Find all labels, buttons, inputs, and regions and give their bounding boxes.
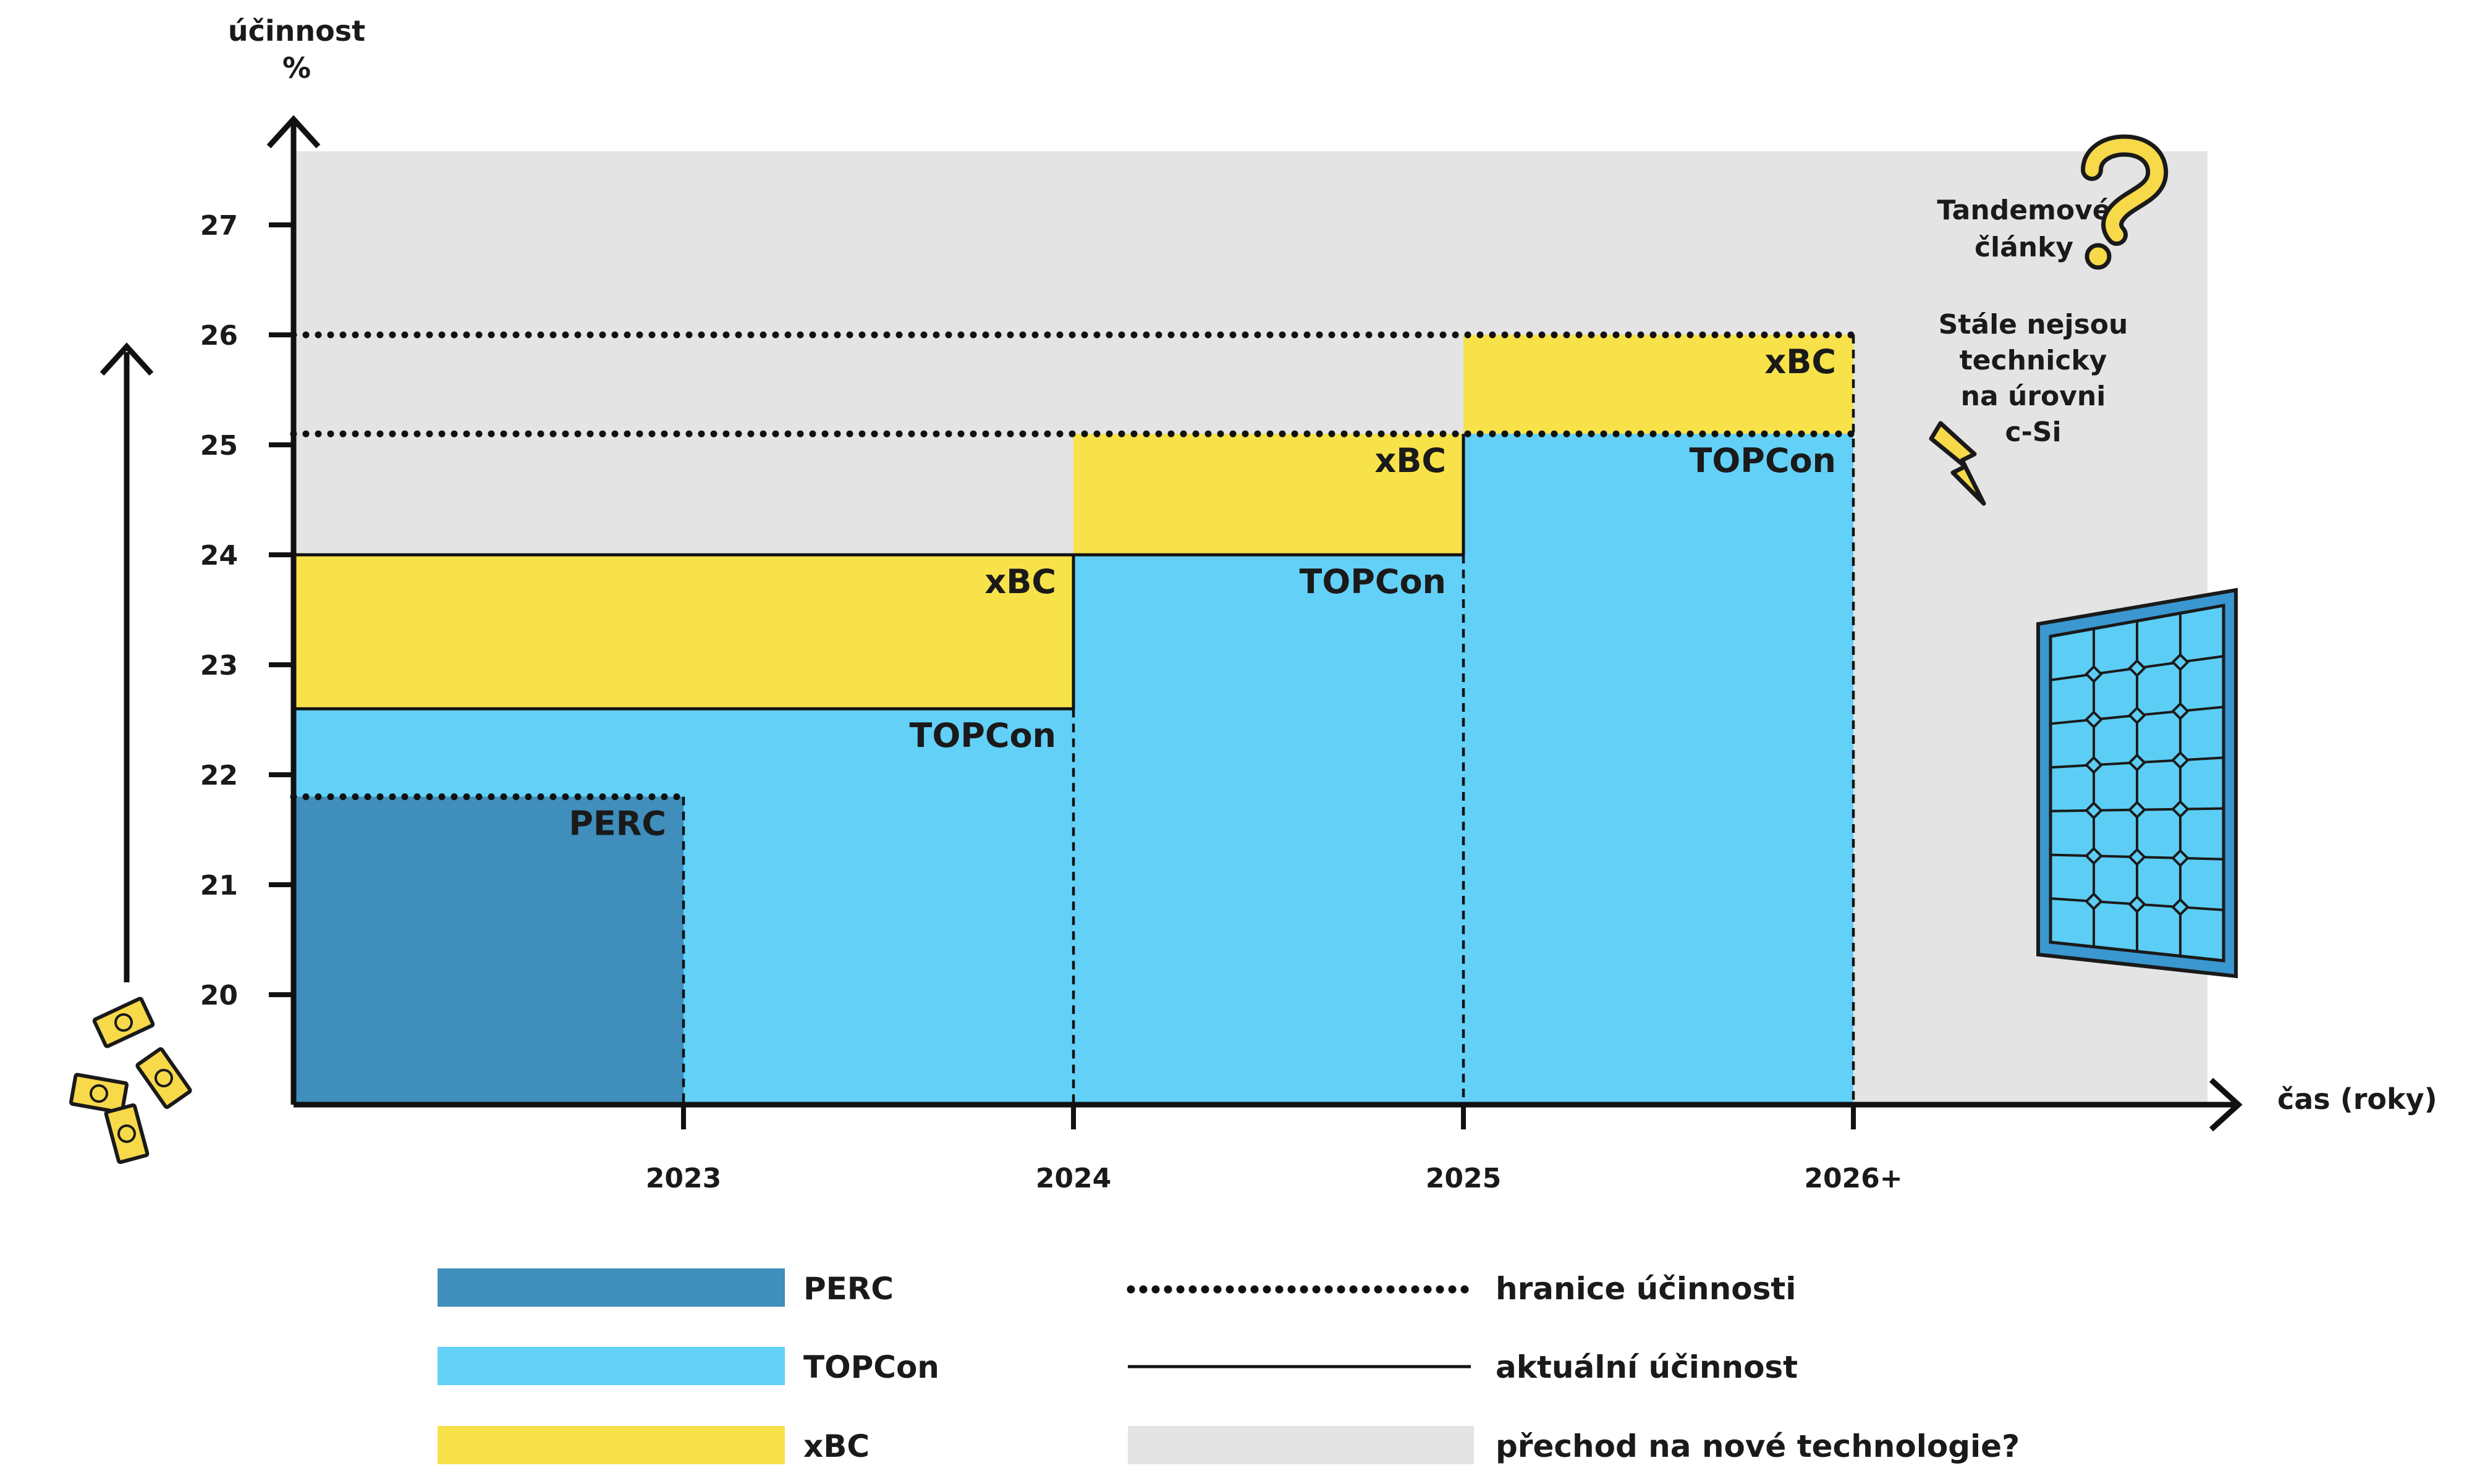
banknote-euro-mark bbox=[154, 1069, 173, 1087]
solar-panel-node bbox=[2085, 756, 2103, 775]
band-xbc-3 bbox=[1463, 335, 1853, 434]
not-ready-note-line: Stále nejsou bbox=[1939, 309, 2128, 340]
y-tick-label: 24 bbox=[200, 540, 238, 571]
banknote-body bbox=[104, 1103, 150, 1165]
band-topcon-2 bbox=[1073, 555, 1463, 1105]
y-tick-label: 21 bbox=[200, 870, 238, 901]
banknote-body bbox=[135, 1047, 192, 1109]
solar-panel-node bbox=[2085, 801, 2103, 820]
decorations-layer bbox=[69, 134, 2238, 1165]
band-perc-1 bbox=[294, 796, 684, 1105]
x-tick-label: 2025 bbox=[1426, 1163, 1501, 1194]
legend-label: aktuální účinnost bbox=[1496, 1349, 1798, 1385]
band-label-topcon: TOPCon bbox=[910, 716, 1057, 755]
y-axis-arrow-icon bbox=[266, 115, 321, 149]
cost-arrow-icon bbox=[99, 342, 154, 376]
axes-layer: 20 21 22 23 24 25 26 27 2023 2024 2025 2026+ účinnos… bbox=[200, 14, 2437, 1194]
x-tick-label: 2024 bbox=[1036, 1163, 1111, 1194]
solar-panel-node bbox=[2171, 652, 2190, 672]
band-label-perc: PERC bbox=[569, 804, 666, 843]
solar-panel-node bbox=[2085, 846, 2103, 866]
band-label-xbc: xBC bbox=[1764, 342, 1836, 381]
x-axis-label: čas (roky) bbox=[2277, 1082, 2437, 1116]
banknote-euro-mark bbox=[90, 1084, 108, 1103]
legend-label: PERC bbox=[803, 1271, 894, 1307]
solar-panel-node bbox=[2171, 799, 2190, 819]
lightning-icon bbox=[1929, 421, 1986, 506]
solar-panel-node bbox=[2085, 665, 2103, 683]
legend-label: přechod na nové technologie? bbox=[1496, 1428, 2020, 1464]
y-axis-label: účinnost bbox=[228, 14, 365, 48]
not-ready-note-line: c-Si bbox=[2005, 416, 2061, 448]
y-axis-unit: % bbox=[282, 51, 311, 85]
legend-swatch-topcon bbox=[438, 1347, 785, 1385]
solar-panel-node bbox=[2171, 702, 2190, 720]
y-tick-label: 26 bbox=[200, 320, 238, 352]
euro-banknote-icon bbox=[135, 1047, 192, 1109]
question-mark-icon bbox=[2081, 134, 2169, 270]
annotations-layer: Tandemové články Stále nejsou technicky na ú… bbox=[1937, 195, 2128, 448]
tandem-note-line: články bbox=[1975, 232, 2073, 263]
tandem-note-line: Tandemové bbox=[1937, 195, 2110, 226]
euro-banknote-icon bbox=[104, 1103, 150, 1165]
solar-panel-node bbox=[2128, 706, 2146, 725]
not-ready-note-line: technicky bbox=[1960, 345, 2107, 376]
band-xbc-2 bbox=[1073, 434, 1463, 555]
not-ready-note-line: na úrovni bbox=[1961, 381, 2106, 412]
question-mark-dot bbox=[2085, 243, 2112, 270]
legend-label: xBC bbox=[803, 1428, 870, 1464]
solar-panel-node bbox=[2085, 892, 2103, 911]
y-tick-label: 22 bbox=[200, 760, 238, 791]
band-topcon-3 bbox=[1463, 434, 1853, 1105]
question-mark-fill bbox=[2085, 138, 2164, 242]
efficiency-lines-layer bbox=[290, 331, 1857, 1105]
solar-panel-node bbox=[2128, 848, 2146, 866]
solar-panel-node bbox=[2128, 753, 2146, 772]
x-tick-label: 2023 bbox=[646, 1163, 721, 1194]
band-xbc-1 bbox=[294, 555, 1073, 709]
euro-banknote-icon bbox=[69, 1073, 129, 1115]
y-tick-label: 20 bbox=[200, 980, 238, 1011]
solar-panel-node bbox=[2128, 659, 2146, 678]
band-label-topcon: TOPCon bbox=[1690, 441, 1837, 480]
legend-label: TOPCon bbox=[803, 1349, 939, 1385]
solar-panel-icon bbox=[2036, 588, 2238, 979]
solar-panel-node bbox=[2171, 751, 2190, 770]
banknote-body bbox=[92, 997, 155, 1048]
solar-panel-node bbox=[2171, 849, 2190, 867]
x-tick-label: 2026+ bbox=[1804, 1163, 1902, 1194]
solar-panel-node bbox=[2085, 710, 2103, 729]
legend-swatch-transition bbox=[1128, 1426, 1474, 1464]
band-label-topcon: TOPCon bbox=[1300, 562, 1447, 601]
band-label-xbc: xBC bbox=[984, 562, 1056, 601]
solar-panel-node bbox=[2128, 895, 2146, 914]
y-tick-label: 27 bbox=[200, 210, 238, 242]
band-labels-layer: PERC TOPCon xBC TOPCon xBC TOPCon xBC bbox=[569, 342, 1836, 843]
y-tick-label: 23 bbox=[200, 650, 238, 681]
banknote-euro-mark bbox=[117, 1124, 136, 1143]
solar-panel-node bbox=[2171, 898, 2190, 917]
legend: PERC TOPCon xBC hranice účinnosti aktuální ú… bbox=[438, 1268, 2020, 1464]
solar-panel-node bbox=[2128, 800, 2146, 819]
banknote-euro-mark bbox=[114, 1013, 133, 1032]
euro-banknote-icon bbox=[92, 997, 155, 1048]
x-axis-arrow-icon bbox=[2209, 1077, 2243, 1132]
banknote-body bbox=[69, 1073, 129, 1115]
band-label-xbc: xBC bbox=[1374, 441, 1446, 480]
y-tick-label: 25 bbox=[200, 430, 238, 462]
legend-label: hranice účinnosti bbox=[1496, 1271, 1796, 1307]
legend-swatch-perc bbox=[438, 1268, 785, 1307]
legend-swatch-xbc bbox=[438, 1426, 785, 1464]
